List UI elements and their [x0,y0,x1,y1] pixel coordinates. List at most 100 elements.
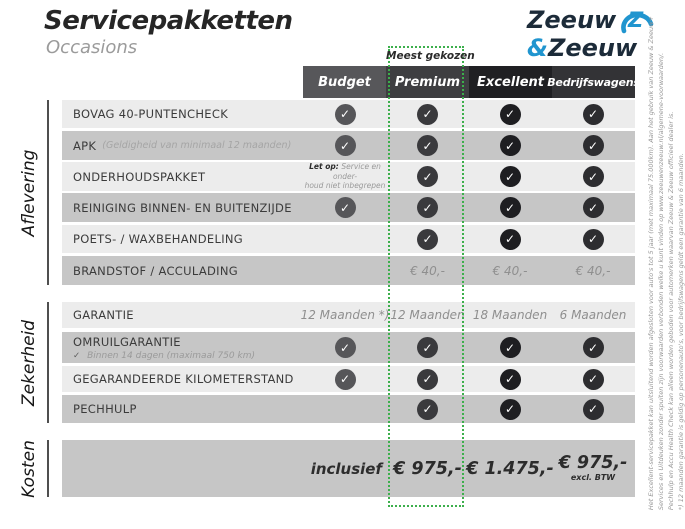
column-header-bedrijfswagens: Bedrijfswagens [547,66,640,98]
row-label-wrap: APK (Geldigheid van minimaal 12 maanden) [73,131,291,160]
section-divider-line [47,302,49,423]
cell-value: € 40,- [575,263,611,278]
fine-print: Het Excellent-servicepakket kan uitsluit… [646,16,685,511]
cell-empty [304,225,387,253]
check-icon: ✓ [417,197,438,218]
column-header-budget: Budget [303,66,386,98]
check-icon: ✓ [499,166,521,187]
check-icon: ✓ [582,166,604,187]
cell: ✓ [304,332,387,363]
table-row: OMRUILGARANTIE ✓ Binnen 14 dagen (maximaal… [62,332,635,363]
check-icon: ✓ [582,197,604,218]
logo-ampersand: & [527,34,548,62]
row-label: REINIGING BINNEN- EN BUITENZIJDE [73,200,292,215]
table-row: APK (Geldigheid van minimaal 12 maanden) ✓… [62,131,635,160]
cell: ✓ [304,131,387,160]
section-divider-line [47,440,49,497]
check-icon: ✓ [582,103,604,125]
check-icon: ✓ [334,103,356,125]
row-label-note: (Geldigheid van minimaal 12 maanden) [102,140,292,151]
logo-line2: &Zeeuw [527,36,654,60]
check-icon: ✓ [334,337,356,358]
table-row: REINIGING BINNEN- EN BUITENZIJDE ✓ ✓ ✓ ✓ [62,193,635,222]
row-label-wrap: BRANDSTOF / ACCULADING [73,256,238,285]
cell: ✓ [552,225,635,253]
cell: € 40,- [469,256,552,285]
cell: € 40,- [552,256,635,285]
fine-print-line: Het Excellent-servicepakket kan uitsluit… [646,16,655,511]
cell: ✓ [386,395,469,423]
cell-value: € 40,- [410,263,445,278]
cell: ✓ [386,332,469,363]
row-sub-note: ✓ Binnen 14 dagen (maximaal 750 km) [73,351,255,361]
row-label: ONDERHOUDSPAKKET [73,169,206,184]
cell: ✓ [304,193,387,222]
page-title: Servicepakketten [44,6,293,36]
check-icon: ✓ [499,337,521,358]
cell: ✓ [552,131,635,160]
check-icon: ✓ [499,368,521,390]
section-label-kosten: Kosten [19,439,39,498]
cell: € 40,- [386,256,469,285]
cell: ✓ [386,366,469,392]
cell: ✓ [469,395,552,423]
cell: ✓ [469,332,552,363]
meest-gekozen-badge: Meest gekozen [386,50,475,62]
row-label: GARANTIE [73,308,134,322]
cell: ✓ [469,162,552,191]
logo-word2: Zeeuw [547,34,638,62]
check-icon: ✓ [417,337,438,358]
cell-empty [304,256,387,285]
cell: ✓ [552,100,635,128]
row-label-wrap: GEGARANDEERDE KILOMETERSTAND [73,366,294,392]
column-header-excellent: Excellent [469,66,552,98]
check-icon: ✓ [417,166,438,187]
check-icon: ✓ [499,197,521,218]
cell: ✓ [386,225,469,253]
small-check-icon: ✓ [73,350,81,361]
inclusief-label: inclusief [310,459,382,478]
logo-line1: Zeeuw Z [527,8,654,36]
check-icon: ✓ [334,135,356,156]
table-row: PECHHULP ✓ ✓ ✓ [62,395,635,423]
cell-value: 6 Maanden [559,308,627,322]
table-row: GARANTIE 12 Maanden *) 12 Maanden 18 Maande… [62,302,635,328]
cell: 12 Maanden *) [300,302,390,328]
row-label-wrap: GARANTIE [73,302,134,328]
check-icon: ✓ [417,398,438,420]
cell: ✓ [304,366,387,392]
table-row: BRANDSTOF / ACCULADING € 40,- € 40,- € 40,- [62,256,635,285]
check-icon: ✓ [582,228,604,250]
row-sub-note-text: Binnen 14 dagen (maximaal 750 km) [87,350,255,361]
fine-print-line: Pechhulp en Accu Health Check kan alleen… [667,111,675,511]
row-label-wrap: PECHHULP [73,395,137,423]
cell: ✓ [304,100,387,128]
row-label-wrap: REINIGING BINNEN- EN BUITENZIJDE [73,193,292,222]
cell-value: 18 Maanden [472,308,548,322]
price-bedrijfswagens-value: € 975,- [558,453,628,474]
section-divider-line [47,100,49,285]
price-bedrijfswagens: € 975,- excl. BTW [543,440,643,497]
cell: ✓ [469,366,552,392]
check-icon: ✓ [417,103,438,125]
zeeuw-z-icon: Z [621,8,654,34]
section-label-zekerheid: Zekerheid [19,319,39,406]
cell-value: 12 Maanden *) [300,308,390,322]
cell: ✓ [469,100,552,128]
cell: ✓ [552,366,635,392]
row-label: APK [73,138,97,153]
table-row: GEGARANDEERDE KILOMETERSTAND ✓ ✓ ✓ ✓ [62,366,635,392]
cell: Let op: Service en onder-houd niet inbeg… [304,162,387,191]
price-excellent: € 1.475,- [466,458,554,479]
check-icon: ✓ [582,337,604,358]
check-icon: ✓ [582,135,604,156]
check-icon: ✓ [582,368,604,390]
cell-empty [304,395,387,423]
cell: ✓ [552,332,635,363]
check-icon: ✓ [582,398,604,420]
row-label-wrap: BOVAG 40-PUNTENCHECK [73,100,228,128]
column-header-premium: Premium [386,66,469,98]
cell: 6 Maanden [552,302,635,328]
let-op-note: Let op: Service en onder-houd niet inbeg… [304,161,386,191]
fine-print-line: Services en Uitdeuken zonder spuiten zij… [656,52,665,511]
